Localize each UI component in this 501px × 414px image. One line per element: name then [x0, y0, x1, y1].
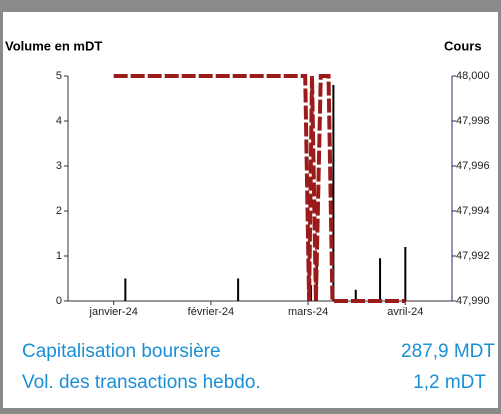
y2-tick-label: 47,990: [456, 295, 490, 307]
y2-tick-label: 47,998: [456, 115, 490, 127]
y2-tick-label: 47,994: [456, 205, 490, 217]
summary-value: 1,2 mDT: [413, 372, 486, 393]
y-tick-label: 3: [56, 160, 62, 172]
y-tick-label: 2: [56, 205, 62, 217]
y-tick-label: 0: [56, 295, 62, 307]
x-tick-label: février-24: [188, 306, 234, 318]
y2-tick-label: 48,000: [456, 70, 490, 82]
y-tick-label: 5: [56, 70, 62, 82]
x-tick-label: avril-24: [387, 306, 423, 318]
y-tick-label: 1: [56, 250, 62, 262]
y2-tick-label: 47,992: [456, 250, 490, 262]
price-line: [113, 74, 406, 303]
x-tick-label: mars-24: [288, 306, 328, 318]
summary-label: Vol. des transactions hebdo.: [22, 372, 261, 393]
y2-title: Cours: [444, 38, 482, 53]
y-title: Volume en mDT: [5, 38, 102, 53]
summary-value: 287,9 MDT: [401, 341, 495, 362]
y-tick-label: 4: [56, 115, 62, 127]
y2-tick-label: 47,996: [456, 160, 490, 172]
summary-label: Capitalisation boursière: [22, 341, 221, 362]
x-tick-label: janvier-24: [89, 306, 138, 318]
